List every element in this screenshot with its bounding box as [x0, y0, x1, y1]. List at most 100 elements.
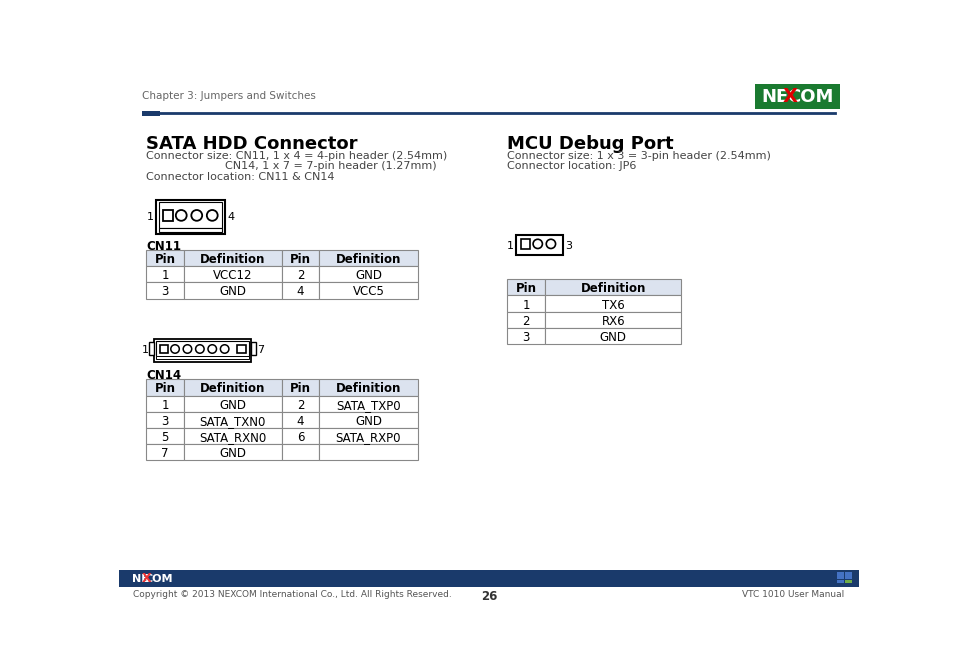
Bar [282, 380, 319, 396]
Bar [236, 345, 245, 353]
Text: CN14, 1 x 7 = 7-pin header (1.27mm): CN14, 1 x 7 = 7-pin header (1.27mm) [225, 161, 436, 171]
Text: 3: 3 [522, 331, 529, 344]
Bar [319, 412, 417, 428]
Bar [146, 282, 183, 298]
Bar [146, 250, 183, 266]
Text: Definition: Definition [335, 382, 400, 396]
Bar [319, 266, 417, 282]
Bar [159, 345, 168, 353]
Bar [146, 380, 183, 396]
Text: 7: 7 [161, 447, 169, 460]
Circle shape [192, 210, 202, 221]
Bar [843, 579, 851, 583]
Circle shape [171, 345, 179, 353]
Bar [156, 356, 249, 360]
Text: GND: GND [219, 447, 246, 460]
Circle shape [175, 210, 187, 221]
Text: 3: 3 [161, 415, 169, 428]
Text: 4: 4 [227, 212, 233, 222]
Text: 2: 2 [522, 314, 529, 328]
Bar [183, 444, 282, 460]
Text: 1: 1 [522, 298, 529, 312]
Text: Connector size: 1 x 3 = 3-pin header (2.54mm): Connector size: 1 x 3 = 3-pin header (2.… [506, 151, 770, 161]
Bar [319, 396, 417, 412]
Text: RX6: RX6 [601, 314, 624, 328]
Bar [836, 579, 843, 583]
Text: 2: 2 [296, 398, 304, 412]
Text: Copyright © 2013 NEXCOM International Co., Ltd. All Rights Reserved.: Copyright © 2013 NEXCOM International Co… [133, 591, 452, 599]
Text: 4: 4 [296, 415, 304, 428]
Text: SATA_RXN0: SATA_RXN0 [199, 431, 266, 444]
Text: Connector location: CN11 & CN14: Connector location: CN11 & CN14 [146, 171, 335, 181]
Bar [183, 428, 282, 444]
Text: GND: GND [219, 398, 246, 412]
Text: SATA_TXN0: SATA_TXN0 [199, 415, 266, 428]
Bar [282, 444, 319, 460]
Bar [146, 412, 183, 428]
Bar [319, 428, 417, 444]
Text: 1: 1 [142, 345, 149, 355]
Bar [319, 282, 417, 298]
Bar [506, 296, 545, 312]
Text: Pin: Pin [290, 382, 311, 396]
Text: SATA HDD Connector: SATA HDD Connector [146, 134, 357, 153]
Text: 3: 3 [564, 241, 571, 251]
Bar [183, 396, 282, 412]
Text: 1: 1 [506, 241, 514, 251]
Text: 5: 5 [161, 431, 169, 444]
Bar [183, 380, 282, 396]
Text: 1: 1 [161, 398, 169, 412]
Text: Definition: Definition [200, 253, 265, 266]
Text: 3: 3 [161, 286, 169, 298]
Text: X: X [142, 573, 152, 585]
Text: GND: GND [599, 331, 626, 344]
Bar [282, 282, 319, 298]
Text: 7: 7 [257, 345, 264, 355]
Circle shape [533, 239, 542, 249]
Circle shape [183, 345, 192, 353]
Bar [146, 266, 183, 282]
Bar [282, 428, 319, 444]
Text: X: X [781, 87, 797, 106]
Text: TX6: TX6 [601, 298, 624, 312]
Bar [146, 396, 183, 412]
Bar [146, 428, 183, 444]
Bar [156, 200, 224, 234]
Text: SATA_RXP0: SATA_RXP0 [335, 431, 401, 444]
Text: VCC5: VCC5 [352, 286, 384, 298]
Bar [142, 111, 159, 116]
Bar [545, 280, 680, 296]
Text: NE: NE [760, 88, 787, 106]
Bar [319, 250, 417, 266]
Bar [146, 444, 183, 460]
Bar [183, 250, 282, 266]
Bar [154, 339, 251, 362]
Text: Definition: Definition [335, 253, 400, 266]
Text: Pin: Pin [290, 253, 311, 266]
Bar [158, 228, 222, 232]
Text: 6: 6 [296, 431, 304, 444]
Text: VTC 1010 User Manual: VTC 1010 User Manual [741, 591, 843, 599]
Text: GND: GND [219, 286, 246, 298]
Bar [183, 282, 282, 298]
Bar [183, 266, 282, 282]
Text: MCU Debug Port: MCU Debug Port [506, 134, 673, 153]
Bar [506, 280, 545, 296]
Bar [843, 572, 851, 579]
Circle shape [207, 210, 217, 221]
Bar [754, 85, 840, 109]
Bar [520, 239, 530, 249]
Bar [119, 571, 858, 587]
Text: SATA_TXP0: SATA_TXP0 [335, 398, 400, 412]
Bar [158, 202, 222, 228]
Bar [282, 412, 319, 428]
Text: COM: COM [145, 574, 173, 584]
Text: COM: COM [786, 88, 833, 106]
Text: VCC12: VCC12 [213, 269, 253, 282]
Bar [319, 380, 417, 396]
Circle shape [546, 239, 555, 249]
Text: CN14: CN14 [146, 370, 181, 382]
Text: Connector size: CN11, 1 x 4 = 4-pin header (2.54mm): Connector size: CN11, 1 x 4 = 4-pin head… [146, 151, 447, 161]
Bar [516, 235, 562, 255]
Bar [282, 266, 319, 282]
